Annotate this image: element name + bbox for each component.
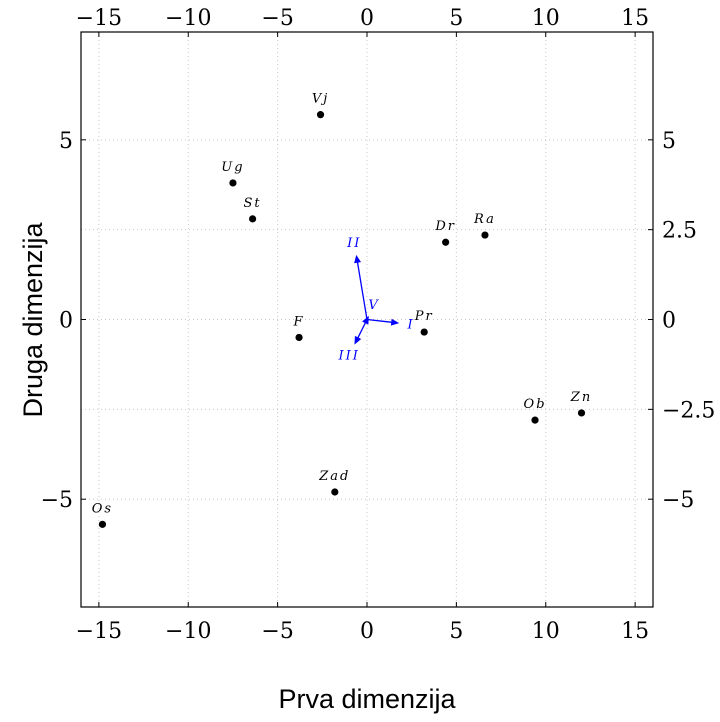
point-label: Vj [312,92,329,107]
point-layer: Vj Ug St Dr Ra Pr F Ob Zn Zad Os [92,92,592,528]
point-label: St [244,196,262,211]
x-tick-label: −15 [76,619,122,644]
point-label: Os [92,501,113,516]
x-tick-label-top: 10 [532,6,560,31]
point-marker [420,328,428,336]
data-point: Dr [434,219,456,246]
point-marker [442,238,450,246]
vector-shaft [366,318,394,324]
data-point: Vj [312,92,329,119]
x-tick-label: 5 [449,619,463,644]
x-tick-label-top: 0 [360,6,374,31]
y-tick-label-right: −5 [662,488,694,513]
y-tick-label-left: −5 [41,488,73,513]
point-label: Zn [570,390,592,405]
x-tick-label-top: −10 [165,6,211,31]
vector-arrowhead [362,315,369,325]
point-marker [295,333,303,342]
vector-label: I [407,317,415,332]
point-marker [331,488,339,496]
vector-arrowhead [390,318,400,326]
y-tick-label-right: 2.5 [662,219,697,244]
tick-layer: −15 −15 −10 −10 −5 −5 0 0 5 5 10 10 15 15 −5 0 5 −5 −2.5 0 2… [41,6,716,644]
point-marker [316,111,325,119]
data-point: Os [92,501,113,528]
x-tick-label: −5 [261,619,293,644]
y-tick-label-right: 5 [662,129,676,154]
point-label: Dr [434,219,456,234]
data-point: Ra [473,212,496,239]
x-tick-label: −10 [165,619,211,644]
y-tick-label-left: 5 [59,129,73,154]
vector-shaft [356,260,368,320]
point-label: Zad [318,469,350,484]
point-marker [531,416,539,424]
point-label: Ug [221,160,244,175]
x-tick-label: 15 [621,619,649,644]
x-tick-label: 10 [532,619,560,644]
data-point: Zad [318,469,350,496]
point-label: Pr [414,309,434,324]
point-marker [481,231,489,239]
x-tick-label-top: −5 [261,6,293,31]
loading-vector: I [366,317,415,332]
x-tick-label-top: 15 [621,6,649,31]
data-point: Ug [221,160,244,187]
x-axis-title: Prva dimenzija [278,684,456,714]
point-label: Ra [473,212,496,227]
point-label: Ob [524,397,547,412]
y-tick-label-right: 0 [662,309,676,334]
y-tick-label-left: 0 [59,309,73,334]
vector-arrowhead [354,335,362,345]
vector-label: V [368,298,379,313]
vector-label: II [346,236,361,251]
vector-arrowhead [354,254,362,264]
loading-vector: II [346,236,368,320]
point-marker [249,215,257,223]
data-point: St [244,196,262,223]
loading-vector: III [337,319,368,363]
data-point: Pr [414,309,434,336]
x-tick-label: 0 [360,619,374,644]
grid-layer [81,32,653,607]
data-point: Ob [524,397,547,424]
x-tick-label-top: −15 [76,6,122,31]
point-label: F [293,314,305,329]
y-axis-title: Druga dimenzija [18,221,48,417]
data-point: F [293,314,305,342]
vector-label: III [337,348,359,363]
vector-shaft [356,319,368,340]
data-point: Zn [570,390,592,417]
point-marker [577,409,586,417]
x-tick-label-top: 5 [449,6,463,31]
y-tick-label-right: −2.5 [662,398,715,423]
point-marker [98,520,107,528]
point-marker [229,179,237,187]
